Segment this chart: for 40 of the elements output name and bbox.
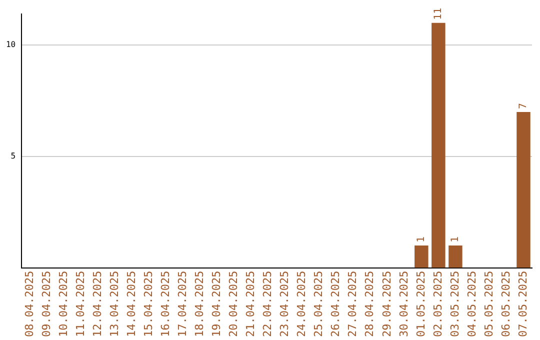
x-tick-label: 24.04.2025	[295, 270, 308, 338]
x-tick-label: 20.04.2025	[227, 270, 240, 338]
x-tick-label: 12.04.2025	[91, 270, 104, 338]
bar	[516, 112, 530, 268]
x-tick-label: 18.04.2025	[193, 270, 206, 338]
data-label: 1	[450, 236, 462, 243]
x-tick-label: 05.05.2025	[482, 270, 496, 338]
x-tick-label: 26.04.2025	[329, 270, 342, 338]
x-tick-label: 02.05.2025	[431, 270, 444, 338]
x-tick-label: 04.05.2025	[465, 270, 478, 338]
y-tick-label: 10	[6, 40, 16, 50]
data-label: 11	[433, 8, 444, 20]
x-tick-label: 19.04.2025	[210, 270, 224, 338]
x-tick-label: 10.04.2025	[57, 270, 70, 338]
x-tick-label: 23.04.2025	[278, 270, 292, 338]
data-label: 1	[416, 236, 428, 243]
x-tick-label: 15.04.2025	[142, 270, 156, 338]
x-tick-label: 01.05.2025	[414, 270, 428, 338]
bar	[414, 246, 428, 268]
x-tick-label: 22.04.2025	[261, 270, 274, 338]
bar	[448, 246, 462, 268]
x-tick-label: 03.05.2025	[448, 270, 462, 338]
x-tick-label: 14.04.2025	[125, 270, 138, 338]
x-tick-label: 17.04.2025	[176, 270, 190, 338]
bar	[432, 22, 446, 268]
x-tick-label: 29.04.2025	[380, 270, 394, 338]
y-tick-label: 5	[10, 152, 16, 161]
x-tick-label: 09.04.2025	[40, 270, 54, 338]
x-tick-label: 27.04.2025	[346, 270, 360, 338]
x-tick-label: 08.04.2025	[23, 270, 36, 338]
x-tick-label: 21.04.2025	[244, 270, 258, 338]
x-tick-label: 07.05.2025	[516, 270, 530, 338]
x-tick-label: 30.04.2025	[397, 270, 410, 338]
x-tick-label: 28.04.2025	[363, 270, 376, 338]
x-tick-label: 25.04.2025	[312, 270, 326, 338]
x-tick-label: 06.05.2025	[499, 270, 512, 338]
x-tick-label: 11.04.2025	[74, 270, 88, 338]
x-tick-label: 13.04.2025	[108, 270, 122, 338]
data-label: 7	[518, 102, 530, 109]
x-tick-label: 16.04.2025	[159, 270, 172, 338]
